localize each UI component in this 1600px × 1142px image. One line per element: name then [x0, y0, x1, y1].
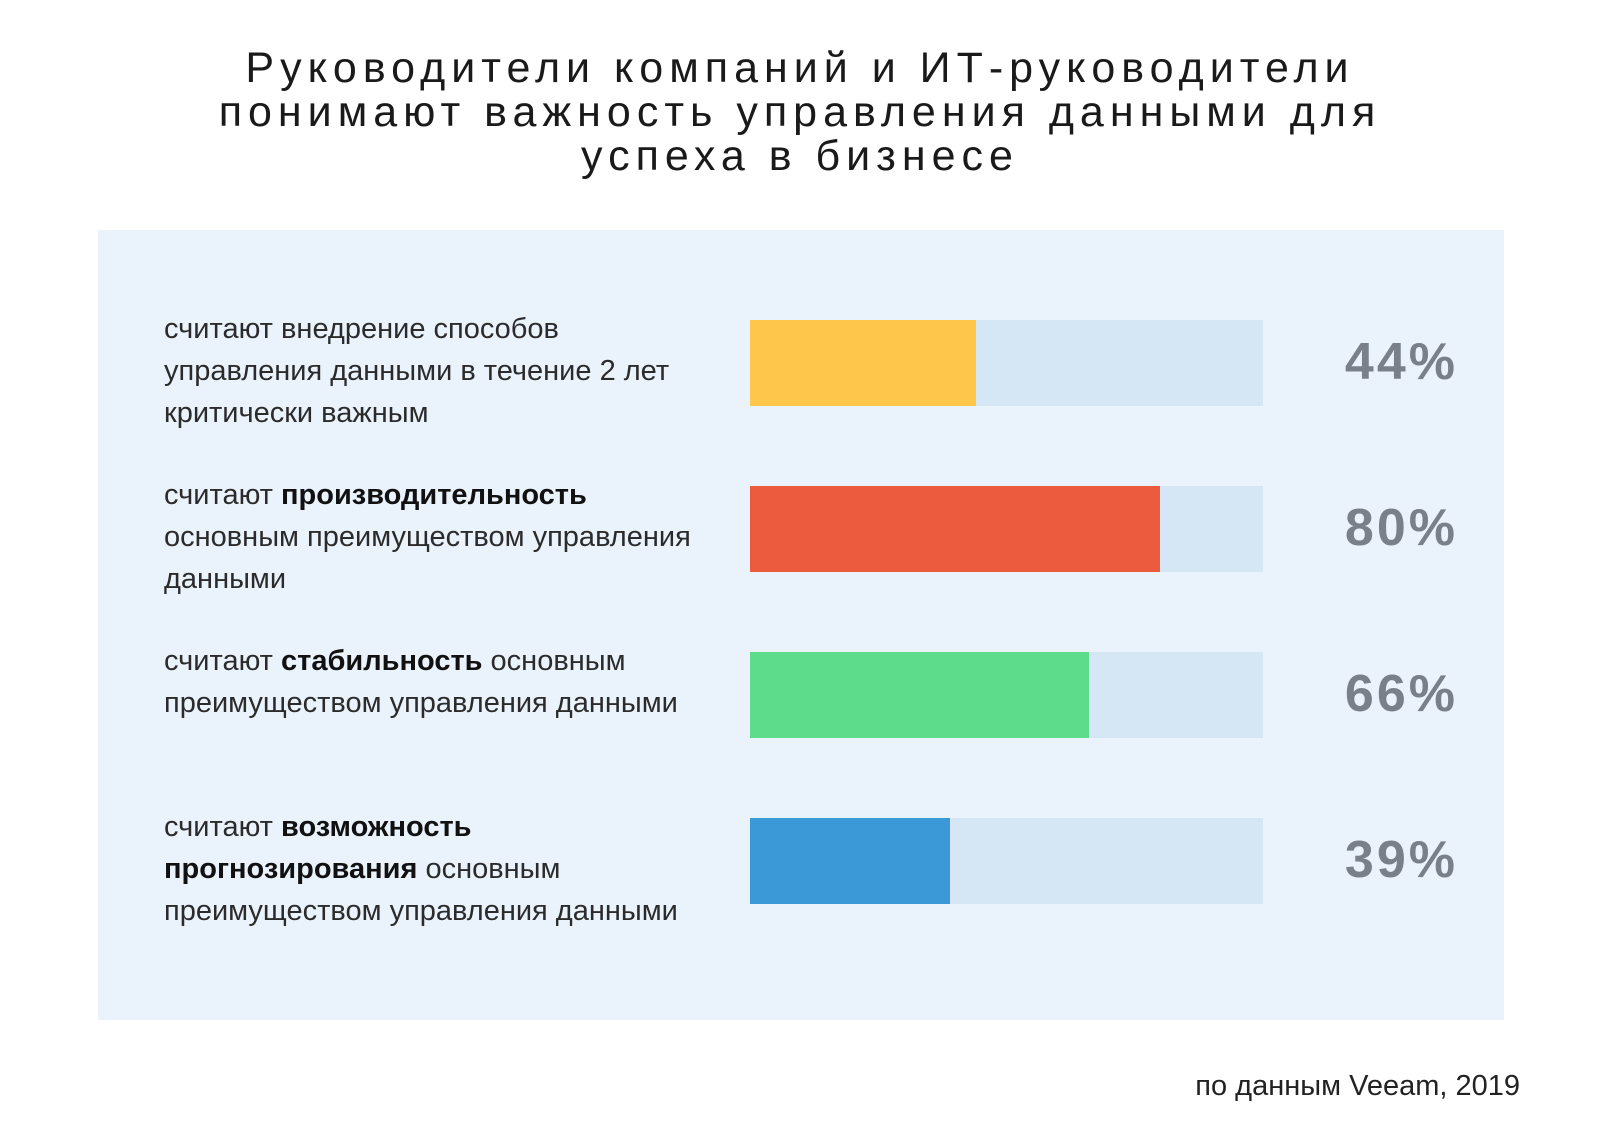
bar-row: считают производительность основным преи…	[98, 479, 1504, 664]
bar-fill	[750, 652, 1089, 738]
bar-track	[750, 818, 1263, 904]
bar-value-label: 39%	[1344, 831, 1458, 889]
bar-label-emphasis: производительность	[281, 479, 587, 511]
bar-label-text: считают	[164, 811, 282, 843]
chart-title: Руководители компаний и ИТ-руководители …	[0, 46, 1600, 178]
bar-fill	[750, 320, 976, 406]
bar-value-label: 66%	[1344, 665, 1458, 723]
bar-value-label: 44%	[1344, 333, 1458, 391]
bar-fill	[750, 818, 951, 904]
bar-row: считают стабильность основным преимущест…	[98, 645, 1504, 830]
bar-label: считают производительность основным преи…	[164, 474, 724, 600]
chart-title-line-2: понимают важность управления данными для	[218, 88, 1382, 136]
chart-title-line-1: Руководители компаний и ИТ-руководители	[245, 44, 1355, 92]
bar-label: считают возможность прогнозирования осно…	[164, 806, 724, 932]
bar-value-label: 80%	[1344, 499, 1458, 557]
bar-track	[750, 486, 1263, 572]
bar-label-emphasis: стабильность	[281, 645, 483, 677]
bar-fill	[750, 486, 1161, 572]
bar-label-text: считают внедрение способов управления да…	[164, 313, 670, 429]
chart-panel: считают внедрение способов управления да…	[98, 230, 1504, 1020]
bar-track	[750, 320, 1263, 406]
bar-label-text: считают	[164, 645, 282, 677]
bar-row: считают внедрение способов управления да…	[98, 313, 1504, 498]
bar-label: считают стабильность основным преимущест…	[164, 640, 724, 724]
bar-label-text: основным преимуществом управления данным…	[164, 521, 691, 595]
source-note: по данным Veeam, 2019	[1195, 1070, 1520, 1102]
bar-row: считают возможность прогнозирования осно…	[98, 811, 1504, 996]
bar-label: считают внедрение способов управления да…	[164, 308, 724, 434]
bar-track	[750, 652, 1263, 738]
chart-title-line-3: успеха в бизнесе	[581, 132, 1019, 180]
bar-label-text: основным преимуществом управления данным…	[164, 645, 678, 719]
bar-label-text: основным преимуществом управления данным…	[164, 853, 678, 927]
bar-label-text: считают	[164, 479, 282, 511]
bar-label-emphasis: возможность прогнозирования	[164, 811, 472, 885]
